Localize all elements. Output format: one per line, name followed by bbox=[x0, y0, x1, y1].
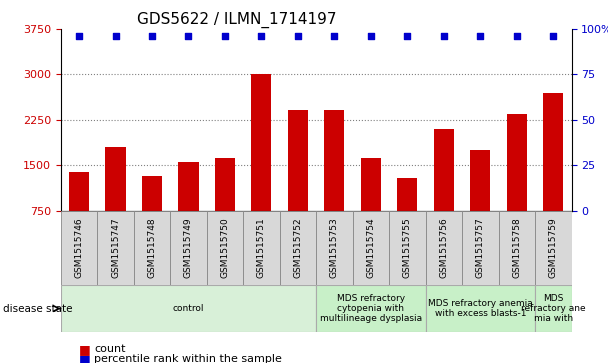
FancyBboxPatch shape bbox=[499, 211, 535, 285]
Text: MDS refractory
cytopenia with
multilineage dysplasia: MDS refractory cytopenia with multilinea… bbox=[320, 294, 422, 323]
Text: ■: ■ bbox=[79, 343, 91, 356]
FancyBboxPatch shape bbox=[61, 285, 316, 332]
Text: GSM1515750: GSM1515750 bbox=[221, 217, 229, 278]
Point bbox=[330, 33, 339, 39]
FancyBboxPatch shape bbox=[535, 285, 572, 332]
FancyBboxPatch shape bbox=[353, 211, 389, 285]
Bar bbox=[105, 147, 125, 211]
Text: GSM1515756: GSM1515756 bbox=[440, 217, 448, 278]
Bar bbox=[251, 74, 271, 211]
Point bbox=[366, 33, 376, 39]
Text: count: count bbox=[94, 344, 126, 354]
Bar bbox=[397, 178, 417, 211]
Bar bbox=[324, 110, 344, 211]
Bar bbox=[470, 150, 490, 211]
Text: control: control bbox=[173, 304, 204, 313]
FancyBboxPatch shape bbox=[97, 211, 134, 285]
FancyBboxPatch shape bbox=[316, 285, 426, 332]
FancyBboxPatch shape bbox=[426, 211, 462, 285]
FancyBboxPatch shape bbox=[243, 211, 280, 285]
Text: GSM1515758: GSM1515758 bbox=[513, 217, 521, 278]
Point bbox=[548, 33, 558, 39]
Point bbox=[74, 33, 84, 39]
Text: GSM1515755: GSM1515755 bbox=[403, 217, 412, 278]
Point bbox=[512, 33, 522, 39]
Text: GSM1515753: GSM1515753 bbox=[330, 217, 339, 278]
FancyBboxPatch shape bbox=[280, 211, 316, 285]
Point bbox=[402, 33, 412, 39]
FancyBboxPatch shape bbox=[170, 211, 207, 285]
Text: ■: ■ bbox=[79, 353, 91, 363]
Text: GSM1515746: GSM1515746 bbox=[75, 217, 83, 278]
FancyBboxPatch shape bbox=[61, 211, 97, 285]
Bar bbox=[434, 129, 454, 211]
Bar bbox=[361, 158, 381, 211]
Text: GSM1515747: GSM1515747 bbox=[111, 217, 120, 278]
Point bbox=[111, 33, 120, 39]
FancyBboxPatch shape bbox=[134, 211, 170, 285]
Point bbox=[293, 33, 303, 39]
Point bbox=[220, 33, 230, 39]
FancyBboxPatch shape bbox=[426, 285, 535, 332]
Text: disease state: disease state bbox=[3, 303, 72, 314]
Text: MDS refractory anemia
with excess blasts-1: MDS refractory anemia with excess blasts… bbox=[428, 299, 533, 318]
Text: GSM1515754: GSM1515754 bbox=[367, 217, 375, 278]
Point bbox=[147, 33, 157, 39]
Text: GSM1515752: GSM1515752 bbox=[294, 217, 302, 278]
FancyBboxPatch shape bbox=[316, 211, 353, 285]
Text: GSM1515749: GSM1515749 bbox=[184, 217, 193, 278]
Text: MDS
refractory ane
mia with: MDS refractory ane mia with bbox=[521, 294, 586, 323]
FancyBboxPatch shape bbox=[535, 211, 572, 285]
Point bbox=[184, 33, 193, 39]
Text: GDS5622 / ILMN_1714197: GDS5622 / ILMN_1714197 bbox=[137, 12, 337, 28]
Bar bbox=[506, 114, 527, 211]
Text: GSM1515748: GSM1515748 bbox=[148, 217, 156, 278]
Bar bbox=[178, 162, 198, 211]
Bar bbox=[215, 158, 235, 211]
Point bbox=[257, 33, 266, 39]
FancyBboxPatch shape bbox=[207, 211, 243, 285]
Text: GSM1515751: GSM1515751 bbox=[257, 217, 266, 278]
Bar bbox=[142, 176, 162, 211]
Text: GSM1515759: GSM1515759 bbox=[549, 217, 558, 278]
Bar bbox=[69, 172, 89, 211]
Text: percentile rank within the sample: percentile rank within the sample bbox=[94, 354, 282, 363]
Point bbox=[475, 33, 485, 39]
Point bbox=[439, 33, 449, 39]
Bar bbox=[543, 93, 563, 211]
Text: GSM1515757: GSM1515757 bbox=[476, 217, 485, 278]
FancyBboxPatch shape bbox=[462, 211, 499, 285]
Bar bbox=[288, 110, 308, 211]
FancyBboxPatch shape bbox=[389, 211, 426, 285]
